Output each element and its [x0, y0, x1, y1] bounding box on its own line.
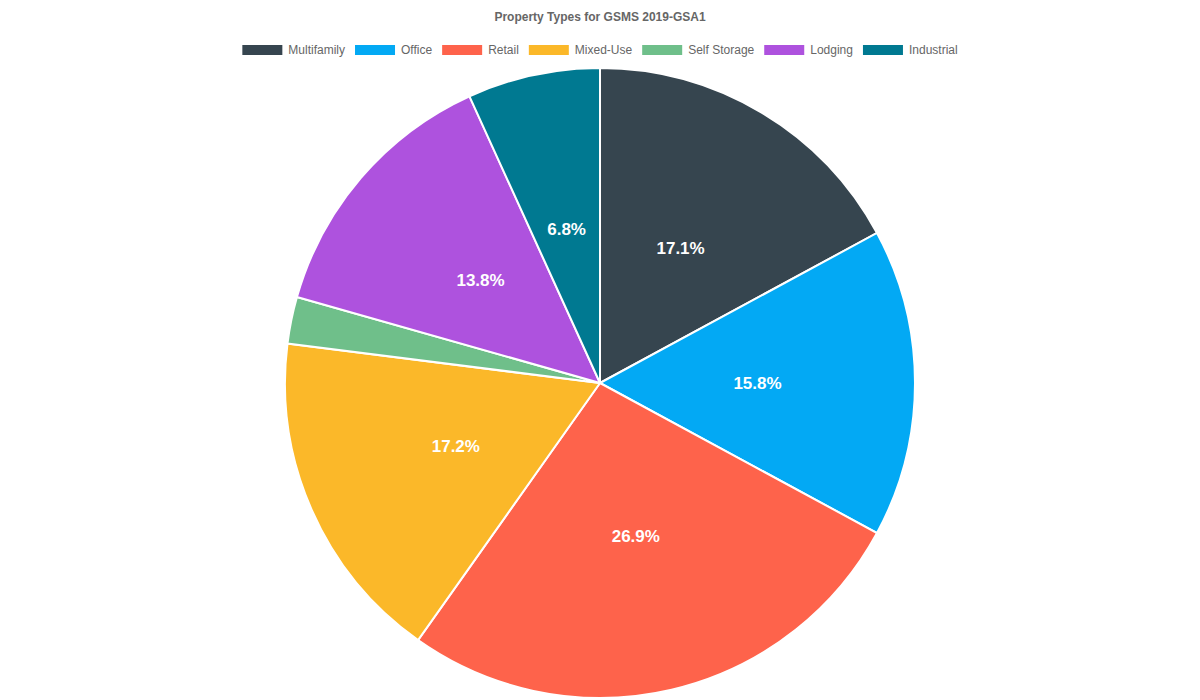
slices — [285, 68, 915, 698]
legend-label: Multifamily — [288, 43, 345, 57]
legend-swatch — [442, 45, 482, 55]
slice — [285, 344, 600, 641]
legend-swatch — [764, 45, 804, 55]
data-label: 15.8% — [733, 374, 781, 393]
data-label: 26.9% — [612, 527, 660, 546]
data-label: 17.1% — [656, 239, 704, 258]
legend-label: Industrial — [909, 43, 958, 57]
legend-swatch — [642, 45, 682, 55]
data-label: 13.8% — [456, 271, 504, 290]
legend-swatch — [529, 45, 569, 55]
legend-label: Mixed-Use — [575, 43, 633, 57]
data-label: 6.8% — [547, 220, 586, 239]
legend-label: Lodging — [810, 43, 853, 57]
legend-label: Self Storage — [688, 43, 754, 57]
data-labels: 17.1% 15.8% 26.9% 17.2% 13.8% 6.8% — [432, 220, 782, 546]
legend: Multifamily Office Retail Mixed-Use Self Sto… — [242, 43, 957, 57]
slice — [469, 68, 600, 383]
data-label: 17.2% — [432, 437, 480, 456]
legend-swatch — [355, 45, 395, 55]
legend-swatch — [242, 45, 282, 55]
title: Property Types for GSMS 2019-GSA1 — [494, 10, 706, 24]
chart: Property Types for GSMS 2019-GSA1 Multifa… — [0, 0, 1200, 700]
legend-label: Retail — [488, 43, 519, 57]
legend-swatch — [863, 45, 903, 55]
legend-label: Office — [401, 43, 432, 57]
